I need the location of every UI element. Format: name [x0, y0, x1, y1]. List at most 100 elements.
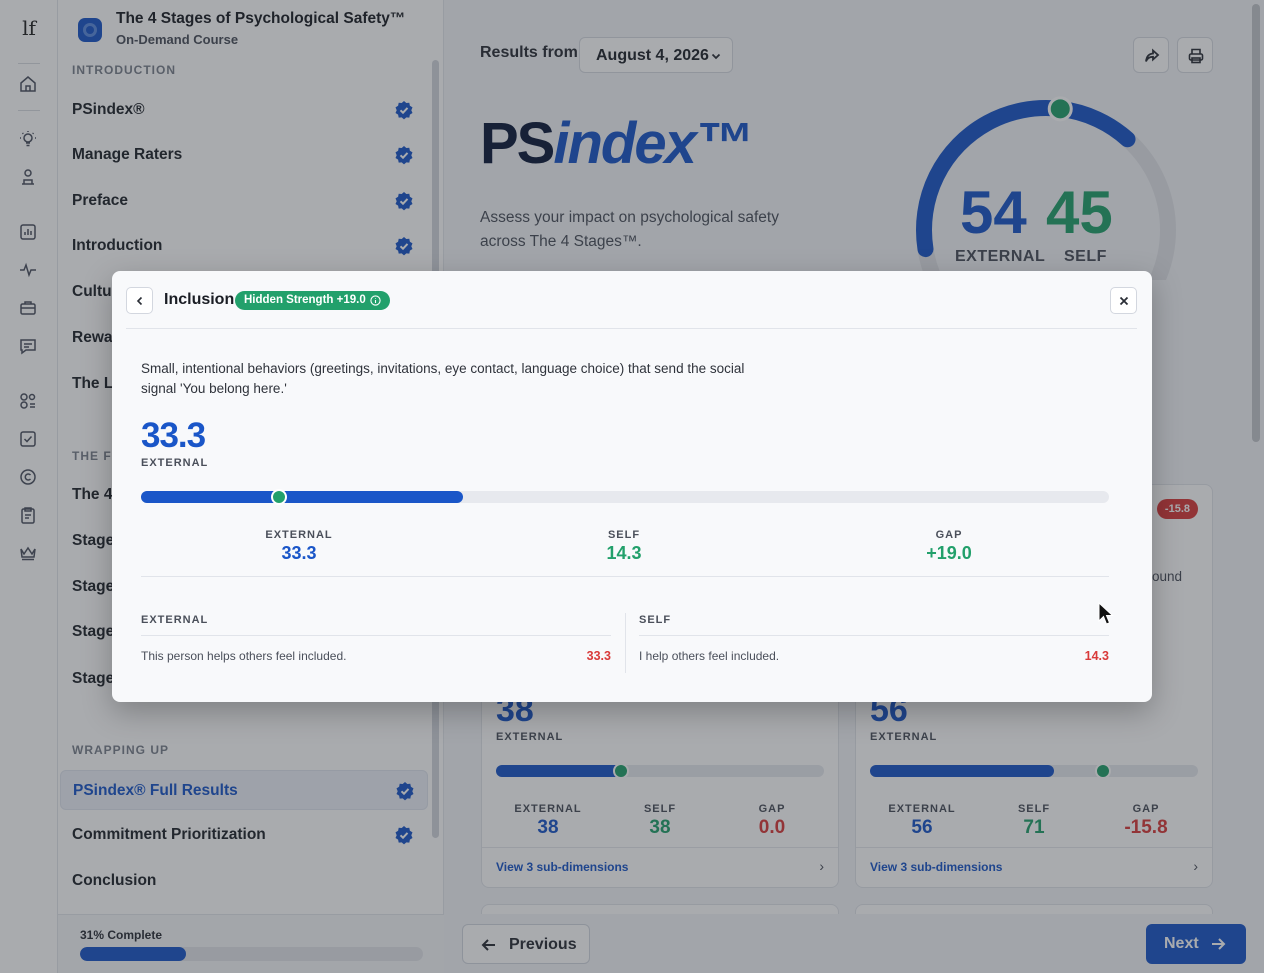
- chevron-left-icon: [136, 296, 143, 306]
- nav-item-stage-2[interactable]: Stage: [60, 567, 428, 607]
- score-gauge: [916, 96, 1176, 280]
- self-score: 45: [1046, 179, 1113, 246]
- column-divider: [625, 613, 626, 673]
- nav-item-manage-raters[interactable]: Manage Raters: [60, 135, 428, 175]
- copyright-icon[interactable]: [19, 468, 39, 488]
- nav-item-label: Preface: [72, 192, 129, 209]
- course-progress: 31% Complete: [58, 914, 444, 973]
- nav-item-label: Introduction: [72, 237, 163, 254]
- nav-item-label: Conclusion: [72, 872, 157, 889]
- course-header: The 4 Stages of Psychological Safety™ On…: [74, 8, 433, 54]
- print-button[interactable]: [1177, 37, 1213, 73]
- nav-item-full-results[interactable]: PSindex® Full Results: [60, 770, 428, 810]
- card-bar-fill: [496, 765, 621, 777]
- modal-big-score-label: EXTERNAL: [141, 457, 209, 469]
- close-icon: [1119, 296, 1129, 306]
- card-stat-self: SELF 71: [1017, 803, 1051, 838]
- nav-item-psindex[interactable]: PSindex®: [60, 90, 428, 130]
- inclusion-modal: Inclusion Hidden Strength +19.0 Small, i…: [112, 271, 1152, 702]
- nav-item-stage-4[interactable]: Stage: [60, 659, 428, 699]
- pulse-icon[interactable]: [19, 261, 39, 281]
- course-title: The 4 Stages of Psychological Safety™: [116, 10, 406, 27]
- course-logo-icon: [76, 16, 104, 44]
- nav-item-commitment[interactable]: Commitment Prioritization: [60, 815, 428, 855]
- progress-label: 31% Complete: [80, 928, 163, 942]
- card-stat-external: EXTERNAL 56: [888, 803, 956, 838]
- card-bar: [870, 763, 1198, 779]
- modal-divider: [126, 328, 1137, 329]
- external-score-label: EXTERNAL: [955, 248, 1046, 265]
- gauge-self-marker: [1047, 96, 1073, 122]
- nav-item-the-l[interactable]: The L: [60, 364, 428, 404]
- chat-icon[interactable]: [19, 337, 39, 357]
- gauge-external-arc: [916, 100, 1136, 258]
- nav-item-label: The 4: [72, 486, 113, 503]
- chevron-down-icon: [711, 53, 721, 60]
- footer-nav: Previous Next: [444, 914, 1264, 973]
- modal-big-score: 33.3: [141, 416, 206, 455]
- nav-item-label: Stage: [72, 532, 115, 549]
- previous-button[interactable]: Previous: [462, 924, 590, 964]
- external-score: 54: [960, 179, 1027, 246]
- nav-item-label: Rewa: [72, 329, 113, 346]
- nav-item-rewards[interactable]: Rewa: [60, 318, 428, 358]
- nav-item-stage-1[interactable]: Stage: [60, 521, 428, 561]
- share-icon: [1145, 48, 1160, 62]
- modal-divider: [141, 576, 1109, 577]
- crown-icon[interactable]: [19, 544, 39, 564]
- team-icon[interactable]: [19, 392, 39, 412]
- nav-item-introduction[interactable]: Introduction: [60, 226, 428, 266]
- check-badge-icon: [394, 100, 414, 120]
- presenter-icon[interactable]: [19, 168, 39, 188]
- card-stat-gap: GAP 0.0: [758, 803, 786, 838]
- modal-stat-self: SELF 14.3: [606, 529, 642, 563]
- card-score-label: EXTERNAL: [870, 731, 938, 743]
- nav-item-label: Cultu: [72, 283, 112, 300]
- page-scrollbar[interactable]: [1252, 4, 1260, 442]
- section-label-introduction: INTRODUCTION: [72, 63, 176, 77]
- nav-item-stage-3[interactable]: Stage: [60, 612, 428, 652]
- self-score-label: SELF: [1064, 248, 1107, 265]
- psindex-description: Assess your impact on psychological safe…: [480, 209, 779, 250]
- card-bar-fill: [870, 765, 1054, 777]
- back-button[interactable]: [126, 287, 153, 314]
- arrow-left-icon: [481, 939, 495, 951]
- lightbulb-icon[interactable]: [19, 130, 39, 150]
- psindex-logo: PSindex™: [480, 111, 753, 176]
- nav-item-the-4[interactable]: The 4: [60, 475, 428, 515]
- modal-stat-external: EXTERNAL 33.3: [265, 529, 333, 563]
- briefcase-icon[interactable]: [19, 299, 39, 319]
- view-subdimensions-link[interactable]: View 3 sub-dimensions ›: [856, 847, 1212, 887]
- nav-item-label: Manage Raters: [72, 146, 183, 163]
- arrow-right-icon: [1212, 938, 1226, 950]
- home-icon[interactable]: [19, 75, 39, 95]
- nav-item-label: Stage: [72, 670, 115, 687]
- date-select[interactable]: August 4, 2026: [579, 37, 733, 73]
- hidden-strength-badge: Hidden Strength +19.0: [235, 291, 390, 310]
- card-self-marker: [1094, 763, 1111, 779]
- nav-item-preface[interactable]: Preface: [60, 181, 428, 221]
- nav-item-label: Stage: [72, 623, 115, 640]
- card-score-label: EXTERNAL: [496, 731, 564, 743]
- modal-stat-gap: GAP +19.0: [926, 529, 972, 563]
- checkbox-icon[interactable]: [19, 430, 39, 450]
- next-button[interactable]: Next: [1146, 924, 1246, 964]
- card-stat-external: EXTERNAL 38: [514, 803, 582, 838]
- app-logo[interactable]: lf: [22, 16, 36, 40]
- nav-item-culture[interactable]: Cultu: [60, 272, 428, 312]
- close-button[interactable]: [1110, 287, 1137, 314]
- item-score: 33.3: [586, 649, 611, 663]
- modal-score-bar: [141, 489, 1109, 505]
- report-icon[interactable]: [19, 223, 39, 243]
- self-item-column: SELF I help others feel included. 14.3: [639, 614, 1109, 663]
- view-subdimensions-link[interactable]: View 3 sub-dimensions ›: [482, 847, 838, 887]
- nav-item-conclusion[interactable]: Conclusion: [60, 861, 428, 901]
- date-value: August 4, 2026: [596, 47, 709, 64]
- rail-divider: [18, 110, 40, 111]
- progress-fill: [80, 947, 187, 961]
- clipboard-icon[interactable]: [19, 506, 39, 526]
- share-button[interactable]: [1133, 37, 1169, 73]
- card-self-marker: [612, 763, 629, 779]
- print-icon: [1188, 48, 1204, 64]
- modal-title: Inclusion: [164, 291, 235, 308]
